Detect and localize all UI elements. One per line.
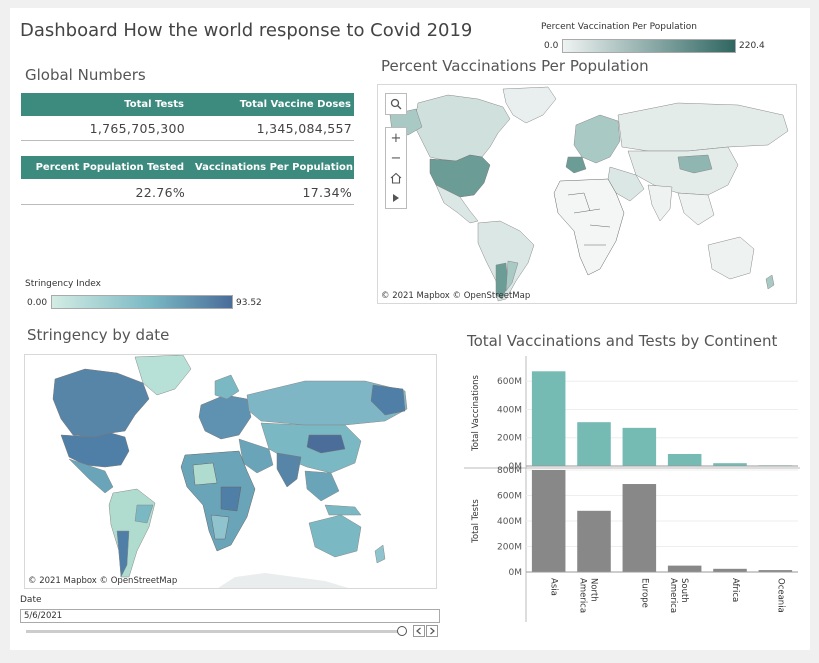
region-russia — [617, 102, 789, 152]
stringency-map[interactable]: © 2021 Mapbox © OpenStreetMap — [24, 354, 437, 589]
region-chile — [495, 262, 509, 300]
x-category-label: Africa — [730, 578, 740, 602]
region-greenland — [502, 86, 557, 124]
y-tick-label: 0M — [509, 568, 523, 578]
bar-0-4 — [713, 463, 747, 466]
stringency-world-map — [52, 355, 408, 588]
stringency-legend-min: 0.00 — [27, 298, 48, 308]
kpi-header-vacc-per-pop: Vaccinations Per Population — [194, 162, 353, 173]
bar-1-2 — [622, 484, 657, 572]
region-usa — [429, 154, 491, 198]
region-mongolia — [677, 154, 713, 174]
kpi-header-total-tests: Total Tests — [124, 99, 184, 110]
region-mexico — [435, 184, 479, 224]
x-category-label: Europe — [639, 578, 649, 608]
bar-1-4 — [713, 568, 747, 572]
kpi-total-tests-value: 1,765,705,300 — [89, 121, 185, 136]
kpi-header-percent-tested: Percent Population Tested — [35, 162, 184, 173]
continent-bar-chart: 0M 200M 400M 600M Total Vaccinations 0M 200M 40… — [464, 356, 800, 622]
bar-1-0 — [531, 470, 566, 572]
play-icon[interactable] — [386, 188, 406, 208]
vacc-legend-gradient — [562, 39, 736, 53]
region-australia — [707, 236, 755, 280]
global-numbers-title: Global Numbers — [25, 66, 146, 84]
kpi-header-total-vaccine-doses: Total Vaccine Doses — [239, 99, 351, 110]
y-tick-label: 600M — [497, 377, 522, 387]
kpi-header-row-1: Total Tests Total Vaccine Doses — [21, 93, 354, 116]
y-tick-label: 200M — [497, 434, 522, 444]
y-tick-label: 0M — [509, 462, 523, 472]
region-europe — [573, 114, 621, 164]
chart-title: Total Vaccinations and Tests by Continen… — [467, 332, 778, 350]
vacc-map-title: Percent Vaccinations Per Population — [381, 57, 649, 75]
bar-0-3 — [667, 453, 702, 466]
x-category-label: Oceania — [775, 578, 785, 613]
y-axis-label: Total Vaccinations — [471, 374, 481, 452]
kpi-percent-tested-value: 22.76% — [135, 185, 185, 200]
vacc-legend-min: 0.0 — [544, 41, 559, 51]
search-icon — [386, 94, 406, 114]
y-axis-label: Total Tests — [471, 499, 481, 544]
home-icon[interactable] — [386, 168, 406, 188]
region-argentina — [505, 260, 519, 292]
chevron-right-icon — [430, 627, 435, 635]
zoom-out-button[interactable]: − — [390, 150, 402, 166]
x-category-label: NorthAmerica — [578, 578, 599, 613]
region-africa — [553, 178, 625, 276]
map-zoom-controls: + − — [385, 127, 407, 209]
date-filter-label: Date — [20, 595, 42, 605]
region-western-europe — [565, 156, 587, 174]
date-slider-track[interactable] — [26, 630, 402, 633]
bar-1-3 — [667, 565, 702, 572]
y-tick-label: 600M — [497, 492, 522, 502]
kpi-divider — [21, 204, 354, 205]
kpi-vacc-per-pop-value: 17.34% — [302, 185, 352, 200]
chevron-left-icon — [416, 627, 421, 635]
x-category-label: Asia — [549, 578, 559, 596]
map-search-button[interactable] — [385, 93, 407, 115]
bar-1-1 — [577, 510, 611, 572]
bar-0-0 — [531, 371, 566, 466]
region-south-america — [477, 220, 535, 302]
date-input[interactable]: 5/6/2021 — [20, 609, 440, 623]
x-category-label: SouthAmerica — [668, 578, 689, 613]
bar-1-5 — [758, 570, 793, 572]
region-asia — [627, 146, 739, 196]
kpi-total-vaccine-doses-value: 1,345,084,557 — [256, 121, 352, 136]
bar-0-2 — [622, 427, 657, 466]
bar-0-1 — [577, 422, 611, 466]
y-tick-label: 400M — [497, 517, 522, 527]
stringency-legend-max: 93.52 — [236, 298, 262, 308]
stringency-legend-gradient — [51, 295, 233, 309]
dashboard-title: Dashboard How the world response to Covi… — [20, 20, 473, 41]
stringency-legend-title: Stringency Index — [25, 279, 102, 289]
vacc-map[interactable]: + − © 2021 Mapbox © OpenStreetMap — [377, 84, 797, 304]
region-new-zealand — [765, 274, 775, 290]
zoom-in-button[interactable]: + — [390, 130, 402, 146]
y-tick-label: 800M — [497, 466, 522, 476]
region-india — [647, 184, 673, 222]
stringency-map-title: Stringency by date — [27, 326, 170, 344]
region-canada — [413, 94, 511, 162]
vacc-legend-max: 220.4 — [739, 41, 765, 51]
date-slider-thumb[interactable] — [397, 626, 407, 636]
vacc-world-map — [389, 86, 789, 302]
vacc-legend-title: Percent Vaccination Per Population — [541, 22, 697, 32]
y-tick-label: 200M — [497, 543, 522, 553]
date-next-button[interactable] — [426, 625, 438, 637]
kpi-header-row-2: Percent Population Tested Vaccinations P… — [21, 156, 354, 179]
stringency-map-attribution: © 2021 Mapbox © OpenStreetMap — [28, 576, 178, 586]
region-se-asia — [677, 192, 715, 226]
vacc-map-attribution: © 2021 Mapbox © OpenStreetMap — [381, 291, 531, 301]
kpi-divider — [21, 140, 354, 141]
y-tick-label: 400M — [497, 405, 522, 415]
date-prev-button[interactable] — [413, 625, 425, 637]
